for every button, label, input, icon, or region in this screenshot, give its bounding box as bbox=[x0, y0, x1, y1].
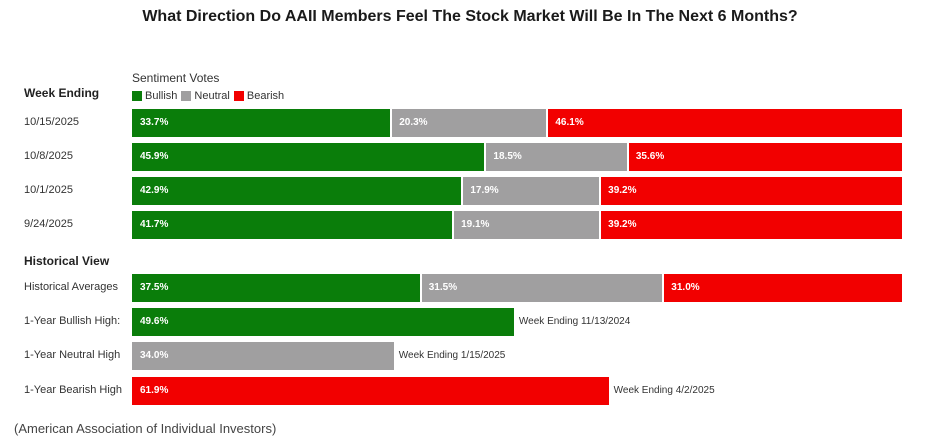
bar-separator-week-0-2 bbox=[546, 109, 549, 137]
bar-separator-historical-avg-1 bbox=[419, 274, 422, 302]
bar-bullish-week-2 bbox=[132, 177, 463, 205]
bar-bearish-week-3 bbox=[600, 211, 902, 239]
bar-neutral-high bbox=[132, 342, 394, 370]
legend-swatch-neutral bbox=[181, 91, 192, 101]
bar-label-neutral-week-2: 17.9% bbox=[470, 185, 499, 196]
row-label-week-2: 10/1/2025 bbox=[24, 184, 73, 196]
bar-label-bullish-week-3: 41.7% bbox=[140, 219, 169, 230]
legend: Bullish Neutral Bearish bbox=[132, 90, 288, 102]
bar-separator-week-1-1 bbox=[484, 143, 487, 171]
bar-label-bullish-historical-avg: 37.5% bbox=[140, 282, 169, 293]
bar-bullish-week-0 bbox=[132, 109, 392, 137]
bar-bearish-week-1 bbox=[627, 143, 902, 171]
bar-separator-week-2-2 bbox=[599, 177, 602, 205]
bar-label-bearish-week-2: 39.2% bbox=[608, 185, 637, 196]
bar-separator-week-0-1 bbox=[390, 109, 393, 137]
row-label-week-3: 9/24/2025 bbox=[24, 218, 73, 230]
bar-neutral-week-1 bbox=[485, 143, 628, 171]
bar-label-bullish-week-2: 42.9% bbox=[140, 185, 169, 196]
bar-label-bearish-high: 61.9% bbox=[140, 385, 169, 396]
legend-item-bullish: Bullish bbox=[132, 90, 177, 102]
bar-label-neutral-historical-avg: 31.5% bbox=[428, 282, 458, 293]
bar-separator-week-1-2 bbox=[626, 143, 629, 171]
row-label-historical-avg: Historical Averages bbox=[24, 281, 118, 293]
bar-separator-week-3-1 bbox=[452, 211, 455, 239]
row-label-week-1: 10/8/2025 bbox=[24, 150, 73, 162]
bar-bullish-high bbox=[132, 308, 514, 336]
bar-bullish-week-3 bbox=[132, 211, 454, 239]
bar-bearish-historical-avg bbox=[663, 274, 902, 302]
bar-label-bullish-high: 49.6% bbox=[140, 316, 169, 327]
historical-view-header: Historical View bbox=[24, 254, 110, 268]
bar-label-neutral-week-0: 20.3% bbox=[399, 117, 428, 128]
bar-separator-week-2-1 bbox=[461, 177, 464, 205]
bar-bearish-high bbox=[132, 377, 609, 405]
bar-label-neutral-week-3: 19.1% bbox=[461, 219, 490, 230]
bar-bearish-week-2 bbox=[600, 177, 902, 205]
high-note-neutral: Week Ending 1/15/2025 bbox=[398, 350, 506, 361]
bar-neutral-week-0 bbox=[391, 109, 548, 137]
week-ending-header: Week Ending bbox=[24, 86, 100, 100]
legend-item-neutral: Neutral bbox=[181, 90, 230, 102]
chart-subtitle: Sentiment Votes bbox=[132, 71, 220, 85]
bar-neutral-historical-avg bbox=[420, 274, 664, 302]
legend-label-bearish: Bearish bbox=[246, 90, 285, 102]
bar-bullish-week-1 bbox=[132, 143, 486, 171]
bar-label-bullish-week-1: 45.9% bbox=[140, 151, 169, 162]
row-label-bearish-high: 1-Year Bearish High bbox=[24, 384, 123, 396]
bar-label-neutral-week-1: 18.5% bbox=[493, 151, 522, 162]
bar-separator-week-3-2 bbox=[599, 211, 602, 239]
row-label-bullish-high: 1-Year Bullish High: bbox=[24, 315, 121, 327]
bar-neutral-week-3 bbox=[453, 211, 601, 239]
bar-label-bullish-week-0: 33.7% bbox=[140, 117, 169, 128]
legend-swatch-bearish bbox=[233, 91, 244, 101]
bar-bearish-week-0 bbox=[547, 109, 902, 137]
row-label-neutral-high: 1-Year Neutral High bbox=[24, 349, 121, 361]
chart-title: What Direction Do AAII Members Feel The … bbox=[142, 8, 798, 25]
bar-neutral-week-2 bbox=[462, 177, 601, 205]
legend-item-bearish: Bearish bbox=[233, 90, 285, 102]
bar-label-bearish-week-1: 35.6% bbox=[635, 151, 665, 162]
legend-swatch-bullish bbox=[132, 91, 142, 101]
high-note-bullish: Week Ending 11/13/2024 bbox=[518, 316, 631, 327]
bar-label-bearish-week-0: 46.1% bbox=[555, 117, 584, 128]
source-caption: (American Association of Individual Inve… bbox=[14, 421, 277, 436]
row-label-week-0: 10/15/2025 bbox=[24, 116, 80, 128]
bar-label-neutral-high: 34.0% bbox=[140, 350, 169, 361]
bar-label-bearish-historical-avg: 31.0% bbox=[671, 282, 700, 293]
legend-label-bullish: Bullish bbox=[145, 90, 178, 102]
bar-separator-historical-avg-2 bbox=[662, 274, 665, 302]
high-note-bearish: Week Ending 4/2/2025 bbox=[613, 385, 715, 396]
legend-label-neutral: Neutral bbox=[194, 90, 230, 102]
bar-bullish-historical-avg bbox=[132, 274, 421, 302]
bar-label-bearish-week-3: 39.2% bbox=[608, 219, 637, 230]
